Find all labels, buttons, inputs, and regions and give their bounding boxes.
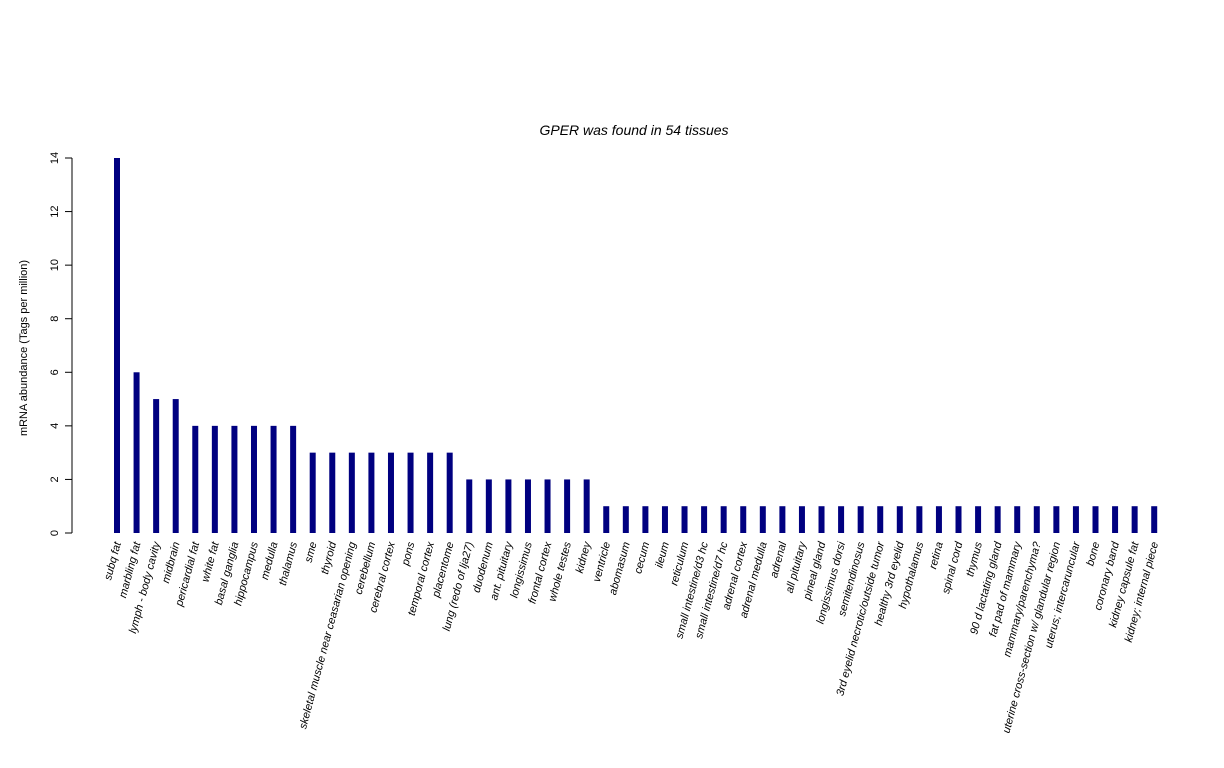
bar <box>701 506 708 533</box>
category-label: sme <box>303 541 320 564</box>
bar <box>798 506 805 533</box>
category-label: thymus <box>964 540 985 578</box>
bar <box>1092 506 1099 533</box>
category-label: ventricle <box>591 541 613 584</box>
y-tick-label: 8 <box>49 316 61 322</box>
bar <box>838 506 845 533</box>
bar <box>916 506 923 533</box>
bar <box>779 506 786 533</box>
bar <box>446 452 453 533</box>
bar <box>407 452 414 533</box>
bar <box>603 506 610 533</box>
bar <box>1072 506 1079 533</box>
bar <box>955 506 962 533</box>
category-label: midbrain <box>160 541 183 585</box>
category-label: adrenal <box>768 540 789 579</box>
bar <box>583 479 590 533</box>
bar <box>133 372 140 533</box>
bar <box>544 479 551 533</box>
bar <box>877 506 884 533</box>
bar <box>505 479 512 533</box>
bar <box>642 506 649 533</box>
bar <box>192 425 199 533</box>
bars <box>114 158 1158 533</box>
y-tick-label: 14 <box>49 152 61 164</box>
bar <box>1033 506 1040 533</box>
bar <box>759 506 766 533</box>
bar <box>485 479 492 533</box>
bar <box>564 479 571 533</box>
bar <box>1014 506 1021 533</box>
y-tick-label: 6 <box>49 369 61 375</box>
bar <box>114 158 120 533</box>
bar <box>211 425 218 533</box>
bar <box>270 425 277 533</box>
category-label: thyroid <box>319 540 339 576</box>
bar <box>994 506 1001 533</box>
bar <box>720 506 727 533</box>
category-label: ileum <box>653 541 671 570</box>
category-label: white fat <box>200 540 222 584</box>
category-label: medulla <box>259 541 281 581</box>
category-label: pons <box>399 540 417 568</box>
y-axis-ticks: 0 2 4 6 8 10 12 14 <box>49 152 72 536</box>
category-label: subq fat <box>102 540 124 582</box>
bar <box>661 506 668 533</box>
y-tick-label: 12 <box>49 205 61 217</box>
bar <box>1151 506 1158 533</box>
bar <box>153 399 160 533</box>
bar <box>681 506 688 533</box>
bar <box>368 452 375 533</box>
bar <box>1053 506 1060 533</box>
y-axis-label: mRNA abundance (Tags per million) <box>18 260 30 436</box>
bar <box>524 479 531 533</box>
bar <box>1112 506 1119 533</box>
bar <box>1131 506 1138 533</box>
bar <box>250 425 257 533</box>
bar <box>935 506 942 533</box>
bar <box>466 479 473 533</box>
category-label: kidney <box>574 539 594 574</box>
bar <box>309 452 316 533</box>
y-tick-label: 4 <box>49 423 61 429</box>
bar <box>896 506 903 533</box>
category-label: bone <box>1084 541 1102 568</box>
category-label: cecum <box>632 541 652 575</box>
bar <box>857 506 864 533</box>
bar <box>231 425 238 533</box>
bar <box>740 506 747 533</box>
y-tick-label: 2 <box>49 476 61 482</box>
bar <box>427 452 434 533</box>
category-label: thalamus <box>277 540 300 587</box>
bar <box>387 452 394 533</box>
bar <box>172 399 179 533</box>
y-tick-label: 10 <box>49 259 61 271</box>
category-label: retina <box>927 541 946 571</box>
bar <box>290 425 297 533</box>
bar <box>329 452 336 533</box>
bar <box>622 506 629 533</box>
bar <box>818 506 825 533</box>
y-tick-label: 0 <box>49 530 61 536</box>
bar <box>975 506 982 533</box>
chart-title: GPER was found in 54 tissues <box>539 122 728 138</box>
bar <box>348 452 355 533</box>
